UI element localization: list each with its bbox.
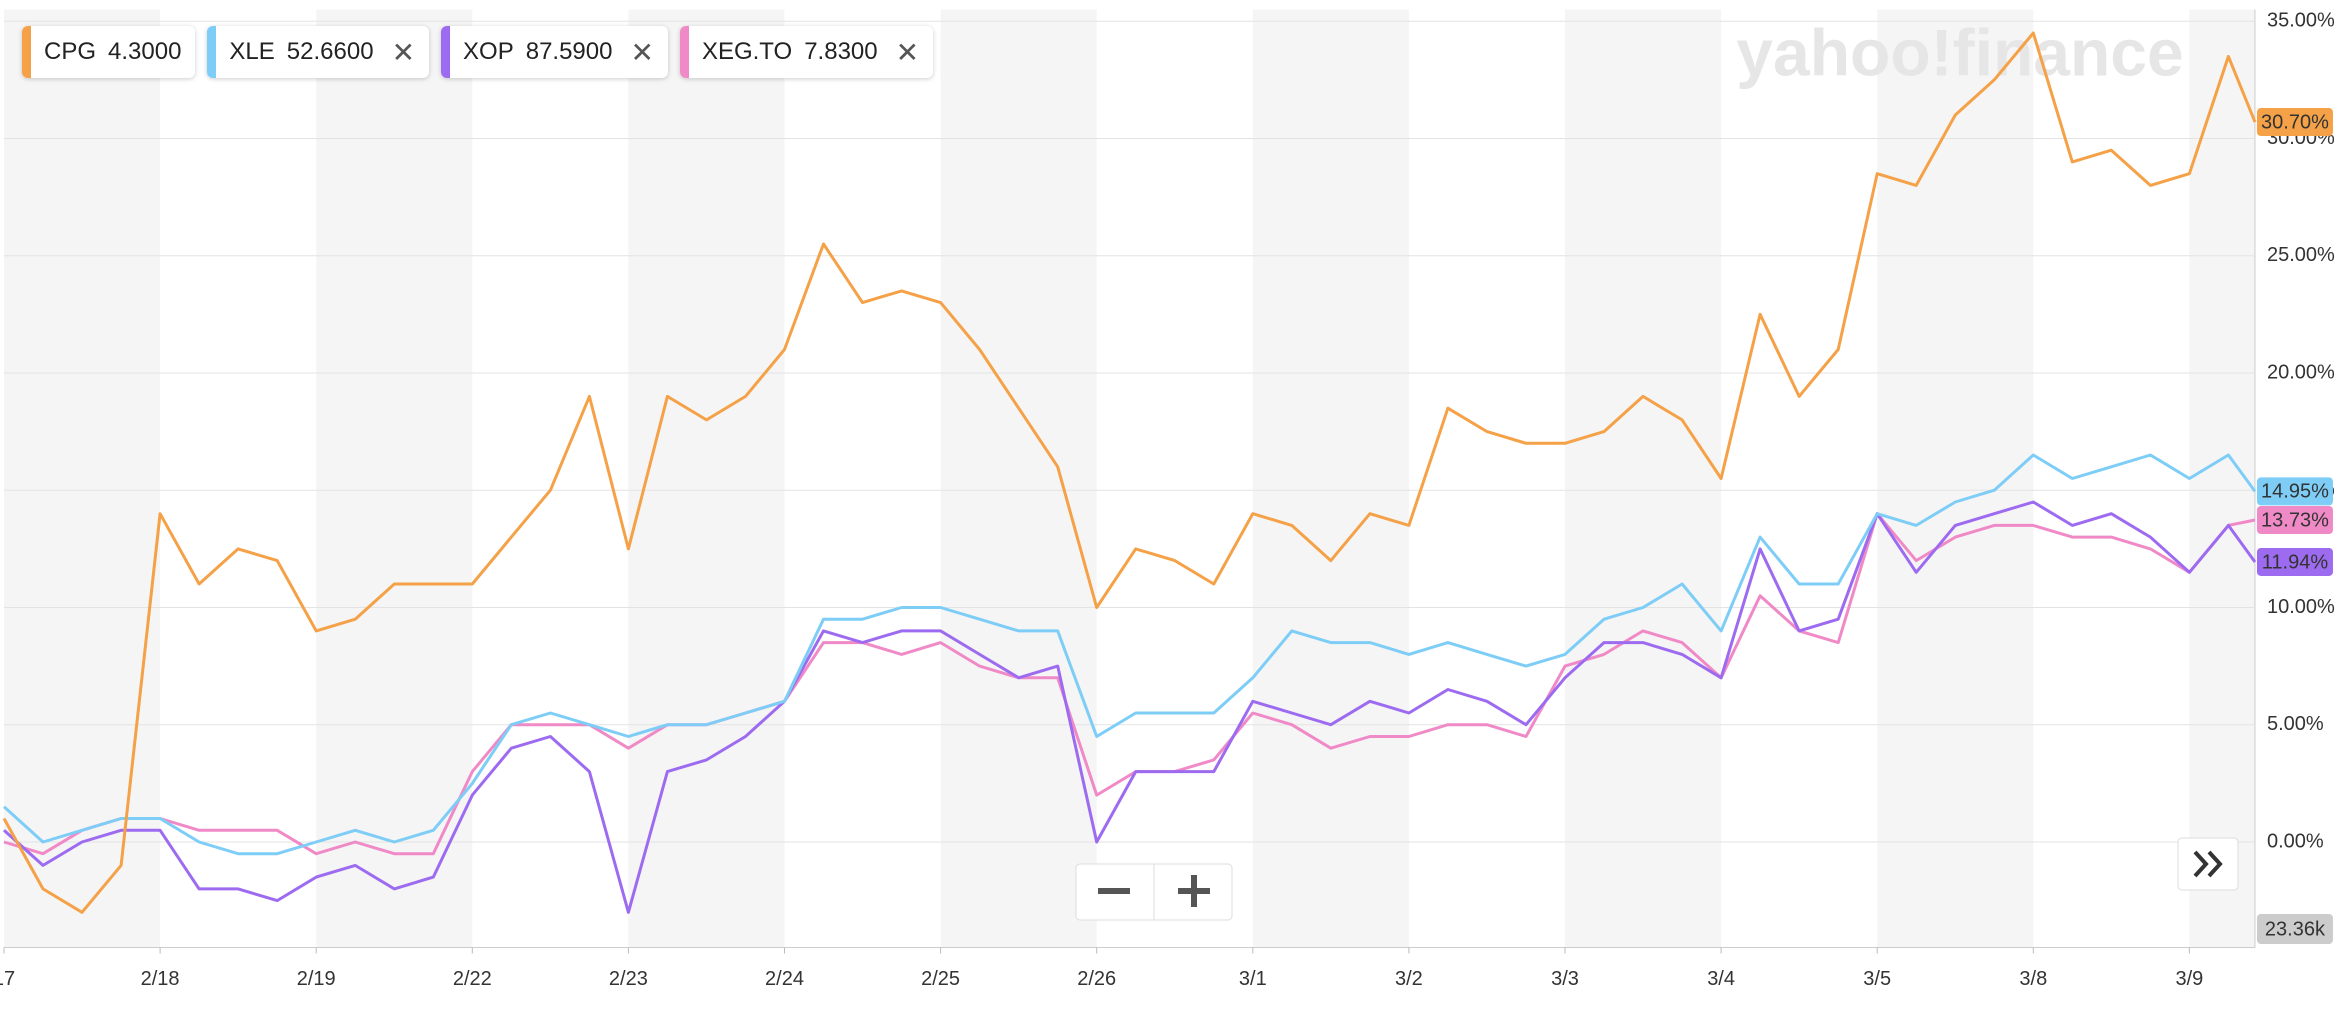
legend-swatch — [679, 26, 689, 78]
series-line — [2, 500, 2257, 914]
legend-name: XEG.TO — [701, 38, 793, 65]
legend: CPG 4.3000 XLE 52.6600 ✕ XOP 87.5900 ✕ XEG.TO 7.8… — [22, 26, 934, 78]
series-line — [2, 453, 2257, 856]
watermark: yahoo!finance — [1736, 15, 2183, 89]
x-tick-label: 3/1 — [1239, 968, 1267, 990]
x-tick-label: 2/19 — [297, 968, 336, 990]
zoom-out[interactable] — [1098, 888, 1130, 894]
volume-badge-label: 23.36k — [2265, 918, 2326, 940]
legend-item[interactable]: XLE 52.6600 ✕ — [207, 26, 430, 78]
legend-item[interactable]: XOP 87.5900 ✕ — [441, 26, 668, 78]
x-tick-label: 2/23 — [609, 968, 648, 990]
x-tick-label: 3/8 — [2019, 968, 2047, 990]
day-band — [1877, 9, 2034, 948]
y-tick-label: 10.00% — [2267, 596, 2335, 618]
x-tick-label: 2/22 — [453, 968, 492, 990]
legend-item[interactable]: CPG 4.3000 — [22, 26, 196, 78]
y-tick-label: 0.00% — [2267, 830, 2324, 852]
remove-button[interactable]: ✕ — [391, 36, 416, 68]
x-tick-label: 3/3 — [1551, 968, 1579, 990]
x-tick-label: 2/24 — [765, 968, 804, 990]
x-tick-label: 2/18 — [141, 968, 180, 990]
x-tick-label: 3/4 — [1707, 968, 1735, 990]
scroll-icon — [2193, 850, 2223, 878]
y-tick-label: 20.00% — [2267, 361, 2335, 383]
zoom-in-bar — [1191, 875, 1197, 907]
remove-button[interactable]: ✕ — [895, 36, 920, 68]
end-badge-label: 13.73% — [2261, 509, 2329, 531]
legend-price: 87.5900 — [525, 38, 613, 65]
legend-name: XOP — [463, 38, 514, 65]
volume-badge — [2256, 914, 2333, 944]
legend-swatch — [22, 26, 31, 78]
legend-name: CPG — [44, 38, 97, 65]
legend-swatch — [441, 26, 451, 78]
day-band — [628, 9, 785, 948]
end-badge-label: 14.95% — [2261, 481, 2329, 503]
x-tick-label: 2/26 — [1077, 968, 1116, 990]
end-badge-label: 11.94% — [2262, 551, 2329, 573]
y-tick-label: 35.00% — [2267, 10, 2335, 32]
day-band — [940, 9, 1097, 948]
end-badge — [2256, 108, 2333, 137]
x-tick-label: 3/2 — [1395, 968, 1423, 990]
day-band — [4, 9, 161, 948]
day-band — [316, 9, 473, 948]
x-tick-label: 3/9 — [2175, 968, 2203, 990]
legend-name: XLE — [229, 38, 275, 65]
end-badge — [2256, 506, 2333, 535]
legend-item[interactable]: XEG.TO 7.8300 ✕ — [679, 26, 934, 78]
x-tick-label: 3/5 — [1863, 968, 1891, 990]
end-badge — [2256, 477, 2333, 506]
scroll-right[interactable] — [2177, 837, 2239, 891]
zoom-controls[interactable] — [1075, 863, 1233, 921]
legend-price: 52.6600 — [286, 38, 374, 65]
end-badge — [2256, 547, 2333, 576]
x-tick-label: 2/25 — [921, 968, 960, 990]
day-band — [1252, 9, 1409, 948]
legend-price: 7.8300 — [804, 38, 878, 65]
legend-price: 4.3000 — [108, 38, 182, 65]
x-tick-label: 17 — [0, 968, 15, 990]
y-tick-label: 5.00% — [2267, 713, 2324, 735]
y-tick-label: 25.00% — [2267, 244, 2335, 266]
day-band — [1565, 9, 1722, 948]
series-line — [2, 31, 2257, 914]
legend-swatch — [207, 26, 217, 78]
remove-button[interactable]: ✕ — [630, 36, 654, 68]
end-badge-label: 30.70% — [2261, 111, 2329, 133]
